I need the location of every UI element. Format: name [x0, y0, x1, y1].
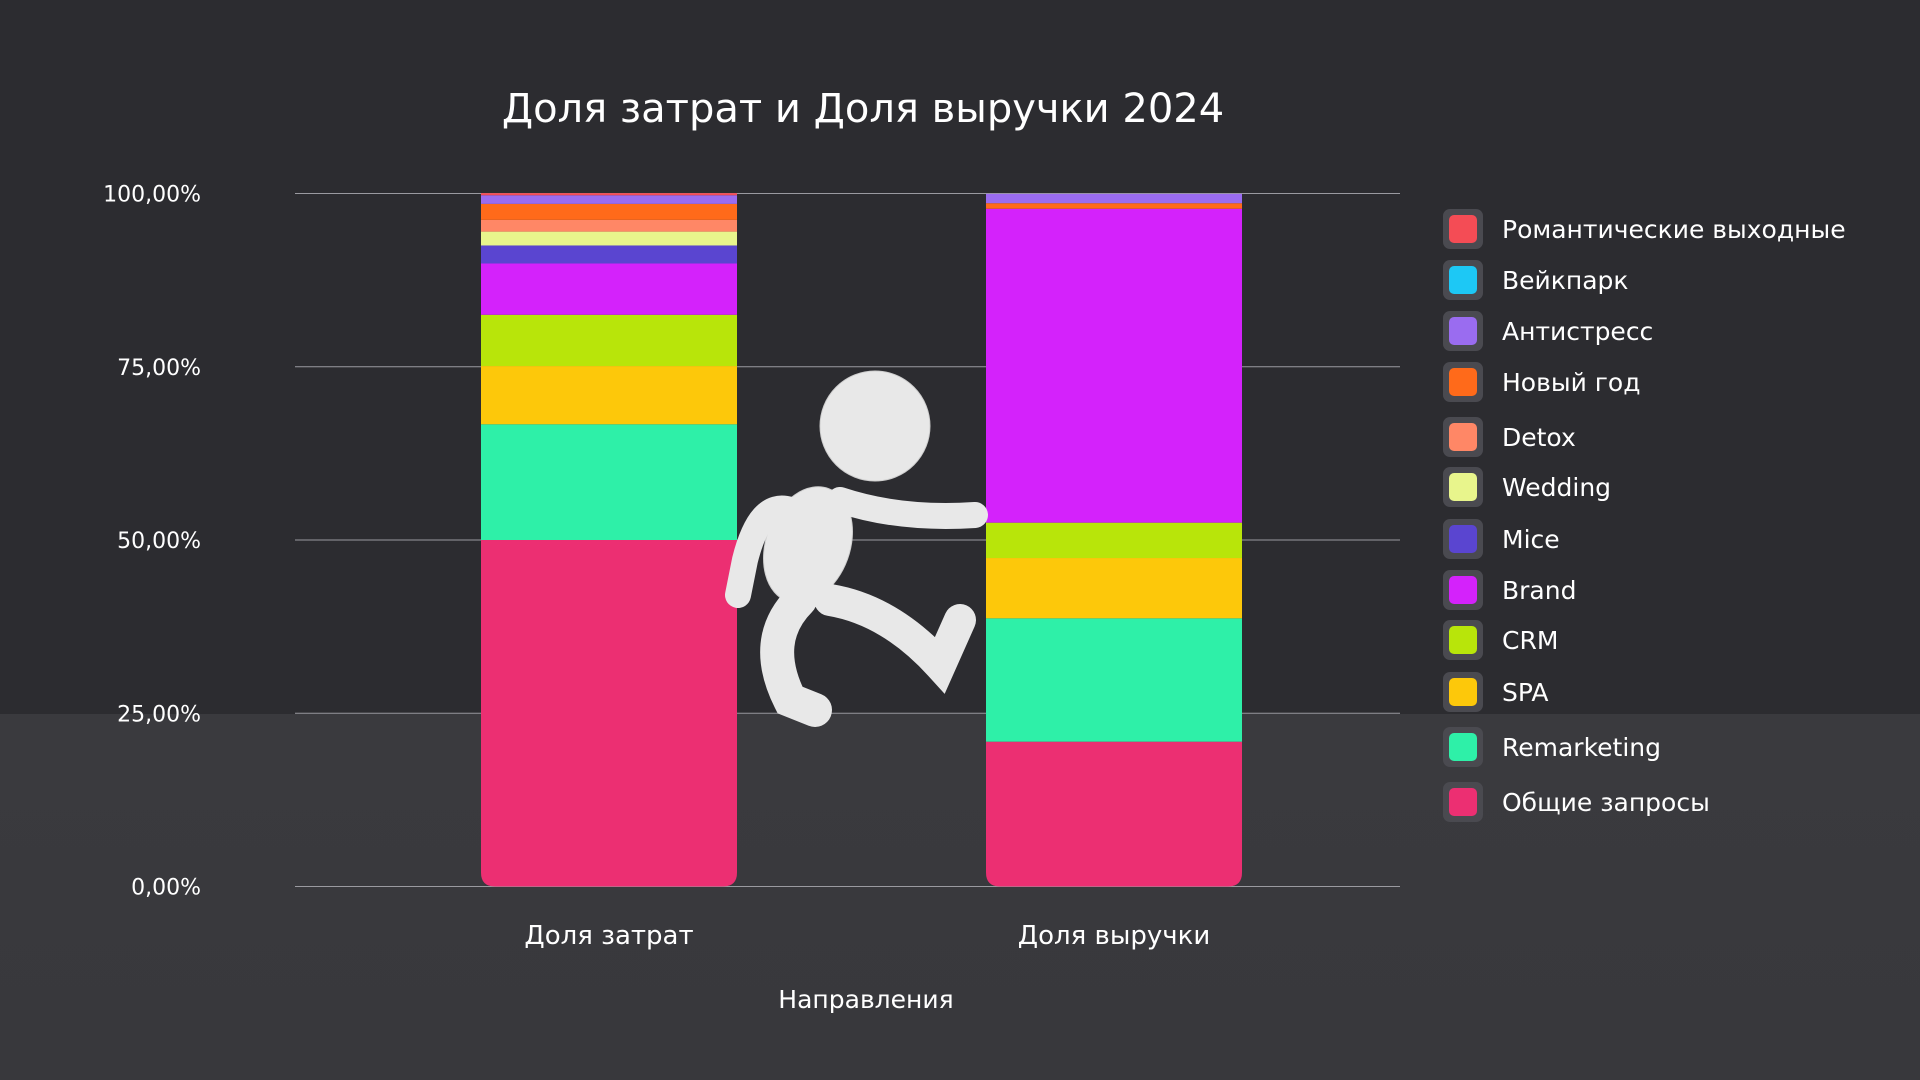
legend-item[interactable]: Remarketing: [1443, 727, 1661, 767]
legend-swatch-frame: [1443, 467, 1483, 507]
bar-segment: [481, 195, 737, 204]
bar-segment: [986, 741, 1242, 887]
bar-segment: [481, 245, 737, 264]
chart-title: Доля затрат и Доля выручки 2024: [501, 86, 1225, 132]
legend-item[interactable]: Новый год: [1443, 362, 1640, 402]
legend-item[interactable]: Brand: [1443, 570, 1576, 610]
legend-item[interactable]: Антистресс: [1443, 311, 1653, 351]
legend-swatch: [1449, 368, 1477, 396]
bar-segment: [481, 366, 737, 425]
legend-label: Brand: [1502, 575, 1577, 605]
legend-swatch: [1449, 215, 1477, 243]
x-tick-label: Доля выручки: [1018, 921, 1210, 951]
legend-item[interactable]: SPA: [1443, 672, 1548, 712]
bar-segment: [986, 522, 1242, 559]
y-tick-label: 25,00%: [117, 702, 201, 727]
legend-swatch-frame: [1443, 311, 1483, 351]
legend-swatch-frame: [1443, 519, 1483, 559]
bar-segment: [481, 540, 737, 887]
bar-segment: [481, 219, 737, 232]
bar-segment: [986, 618, 1242, 742]
legend-swatch: [1449, 733, 1477, 761]
legend-swatch: [1449, 266, 1477, 294]
legend-swatch: [1449, 626, 1477, 654]
legend-swatch-frame: [1443, 727, 1483, 767]
legend-item[interactable]: Mice: [1443, 519, 1560, 559]
legend-label: Новый год: [1502, 367, 1641, 397]
legend-swatch-frame: [1443, 417, 1483, 457]
x-axis-label: Направления: [778, 985, 953, 1014]
figure-illustration: [725, 370, 988, 727]
legend-item[interactable]: Вейкпарк: [1443, 260, 1629, 300]
legend-label: Общие запросы: [1502, 787, 1710, 817]
legend-swatch-frame: [1443, 782, 1483, 822]
legend-label: Mice: [1502, 524, 1560, 554]
legend-label: Wedding: [1502, 472, 1612, 502]
legend-label: Вейкпарк: [1502, 265, 1629, 295]
legend-swatch: [1449, 473, 1477, 501]
y-tick-label: 50,00%: [117, 529, 201, 554]
bar-segment: [481, 314, 737, 367]
bar-1: [986, 193, 1242, 887]
legend-label: Remarketing: [1502, 732, 1662, 762]
bar-segment: [481, 263, 737, 315]
legend-swatch-frame: [1443, 209, 1483, 249]
bar-segment: [481, 231, 737, 246]
bar-segment: [481, 193, 737, 196]
legend-label: CRM: [1502, 625, 1559, 655]
legend-swatch: [1449, 678, 1477, 706]
y-tick-label: 75,00%: [117, 356, 201, 381]
bar-segment: [986, 208, 1242, 523]
legend-swatch: [1449, 576, 1477, 604]
legend-swatch-frame: [1443, 260, 1483, 300]
legend-swatch-frame: [1443, 570, 1483, 610]
bar-segment: [986, 558, 1242, 619]
legend-swatch: [1449, 317, 1477, 345]
legend-swatch-frame: [1443, 362, 1483, 402]
legend-swatch-frame: [1443, 672, 1483, 712]
y-tick-label: 0,00%: [131, 876, 201, 901]
legend-swatch: [1449, 525, 1477, 553]
legend-item[interactable]: Detox: [1443, 417, 1576, 457]
bar-segment: [986, 193, 1242, 204]
legend-swatch: [1449, 788, 1477, 816]
legend-swatch: [1449, 423, 1477, 451]
legend-item[interactable]: Общие запросы: [1443, 782, 1710, 822]
legend-item[interactable]: CRM: [1443, 620, 1558, 660]
x-tick-label: Доля затрат: [524, 921, 693, 951]
bar-0: [481, 193, 737, 887]
y-tick-label: 100,00%: [103, 183, 201, 208]
legend-label: Detox: [1502, 422, 1576, 452]
legend-swatch-frame: [1443, 620, 1483, 660]
legend-label: Антистресс: [1502, 316, 1654, 346]
bar-segment: [986, 203, 1242, 209]
legend-item[interactable]: Романтические выходные: [1443, 209, 1846, 249]
bar-segment: [481, 203, 737, 220]
legend-label: SPA: [1502, 677, 1549, 707]
bar-segment: [481, 424, 737, 540]
legend-item[interactable]: Wedding: [1443, 467, 1611, 507]
legend-label: Романтические выходные: [1502, 214, 1846, 244]
